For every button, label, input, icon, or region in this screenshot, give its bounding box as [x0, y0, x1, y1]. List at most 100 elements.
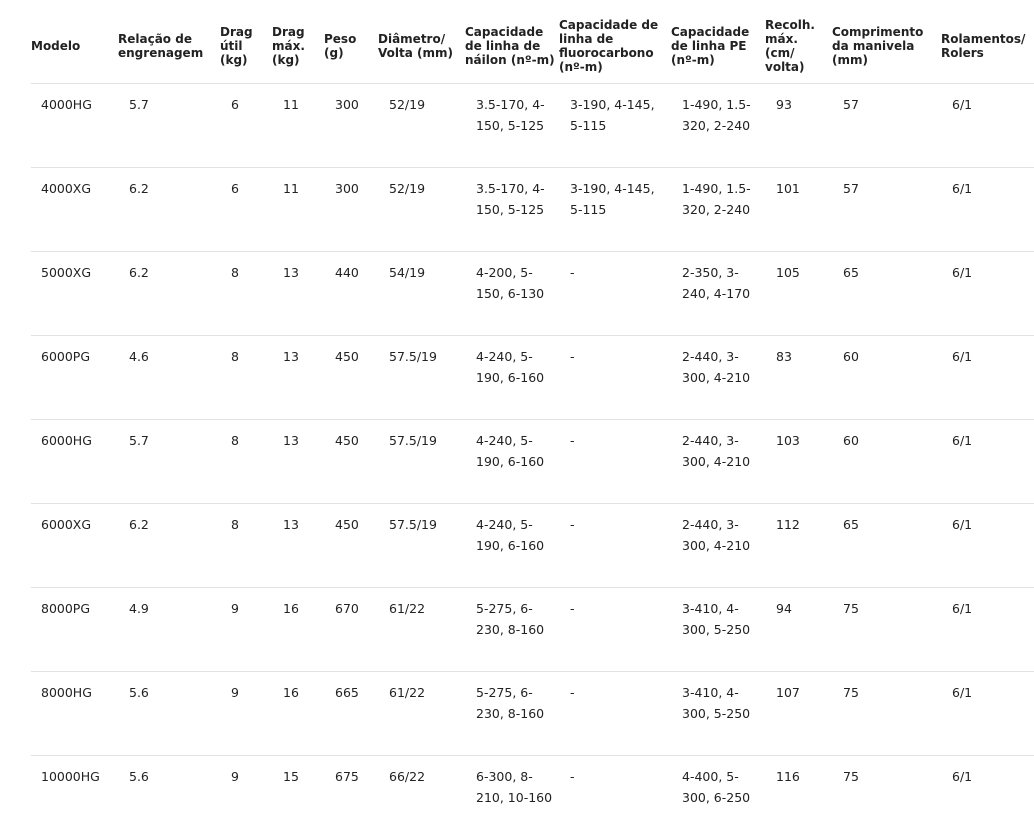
column-header: Relação de engrenagem: [118, 0, 220, 84]
table-cell: 8: [220, 252, 272, 336]
table-cell: 57.5/19: [378, 336, 465, 420]
table-cell: -: [559, 672, 671, 756]
table-cell: 5.7: [118, 84, 220, 168]
table-cell: 13: [272, 336, 324, 420]
table-cell: 2-440, 3-300, 4-210: [671, 420, 765, 504]
table-cell: 54/19: [378, 252, 465, 336]
table-cell: 4.6: [118, 336, 220, 420]
table-cell: 116: [765, 756, 832, 839]
table-cell: 16: [272, 672, 324, 756]
table-cell: 5-275, 6-230, 8-160: [465, 672, 559, 756]
table-cell: 6.2: [118, 504, 220, 588]
table-cell: 103: [765, 420, 832, 504]
table-cell: 9: [220, 756, 272, 839]
column-header: Capacidade de linha de náilon (nº-m): [465, 0, 559, 84]
table-cell: 3-190, 4-145, 5-115: [559, 84, 671, 168]
table-cell: 8: [220, 504, 272, 588]
column-header: Capacidade de linha PE (nº-m): [671, 0, 765, 84]
table-cell: 83: [765, 336, 832, 420]
table-cell: 75: [832, 672, 941, 756]
table-cell: 4-240, 5-190, 6-160: [465, 504, 559, 588]
table-cell: 3-410, 4-300, 5-250: [671, 588, 765, 672]
table-cell: 4.9: [118, 588, 220, 672]
table-cell: 6000XG: [31, 504, 118, 588]
table-cell: 6/1: [941, 336, 1034, 420]
table-cell: 5000XG: [31, 252, 118, 336]
table-cell: 6/1: [941, 420, 1034, 504]
column-header: Drag máx. (kg): [272, 0, 324, 84]
table-cell: 4-240, 5-190, 6-160: [465, 336, 559, 420]
table-cell: 6: [220, 84, 272, 168]
column-header: Capacidade de linha de fluorocarbono (nº…: [559, 0, 671, 84]
table-cell: 11: [272, 168, 324, 252]
table-cell: 5.6: [118, 756, 220, 839]
table-cell: 75: [832, 756, 941, 839]
table-cell: 675: [324, 756, 378, 839]
table-cell: 57: [832, 168, 941, 252]
table-cell: 6000PG: [31, 336, 118, 420]
table-cell: 4-400, 5-300, 6-250: [671, 756, 765, 839]
table-cell: 1-490, 1.5-320, 2-240: [671, 168, 765, 252]
table-cell: 13: [272, 252, 324, 336]
table-cell: -: [559, 252, 671, 336]
table-cell: 6/1: [941, 588, 1034, 672]
table-cell: 6/1: [941, 168, 1034, 252]
table-cell: 2-350, 3-240, 4-170: [671, 252, 765, 336]
table-cell: 440: [324, 252, 378, 336]
table-cell: 3-410, 4-300, 5-250: [671, 672, 765, 756]
table-cell: 670: [324, 588, 378, 672]
table-cell: 75: [832, 588, 941, 672]
table-cell: 107: [765, 672, 832, 756]
table-cell: 6/1: [941, 756, 1034, 839]
table-cell: 112: [765, 504, 832, 588]
table-cell: 9: [220, 588, 272, 672]
table-cell: 66/22: [378, 756, 465, 839]
table-cell: 6/1: [941, 504, 1034, 588]
table-cell: 52/19: [378, 84, 465, 168]
table-cell: 65: [832, 504, 941, 588]
column-header: Drag útil (kg): [220, 0, 272, 84]
table-cell: 10000HG: [31, 756, 118, 839]
table-cell: 61/22: [378, 672, 465, 756]
table-cell: -: [559, 420, 671, 504]
table-cell: 9: [220, 672, 272, 756]
table-cell: 94: [765, 588, 832, 672]
table-cell: 11: [272, 84, 324, 168]
table-cell: 8: [220, 420, 272, 504]
table-cell: 450: [324, 336, 378, 420]
table-cell: 6.2: [118, 252, 220, 336]
table-cell: 6000HG: [31, 420, 118, 504]
table-cell: 15: [272, 756, 324, 839]
table-cell: 6/1: [941, 252, 1034, 336]
table-cell: 13: [272, 420, 324, 504]
table-cell: 6-300, 8-210, 10-160: [465, 756, 559, 839]
column-header: Modelo: [31, 0, 118, 84]
table-cell: 16: [272, 588, 324, 672]
table-cell: 57: [832, 84, 941, 168]
table-cell: 57.5/19: [378, 504, 465, 588]
table-cell: 450: [324, 504, 378, 588]
table-cell: 5.6: [118, 672, 220, 756]
table-cell: 4000HG: [31, 84, 118, 168]
table-cell: 6/1: [941, 672, 1034, 756]
table-cell: 65: [832, 252, 941, 336]
table-cell: 4-240, 5-190, 6-160: [465, 420, 559, 504]
table-cell: 52/19: [378, 168, 465, 252]
table-cell: 3-190, 4-145, 5-115: [559, 168, 671, 252]
table-cell: 61/22: [378, 588, 465, 672]
table-cell: 4-200, 5-150, 6-130: [465, 252, 559, 336]
column-header: Comprimento da manivela (mm): [832, 0, 941, 84]
table-cell: 8000HG: [31, 672, 118, 756]
table-cell: 2-440, 3-300, 4-210: [671, 336, 765, 420]
column-header: Diâmetro/ Volta (mm): [378, 0, 465, 84]
table-cell: 450: [324, 420, 378, 504]
